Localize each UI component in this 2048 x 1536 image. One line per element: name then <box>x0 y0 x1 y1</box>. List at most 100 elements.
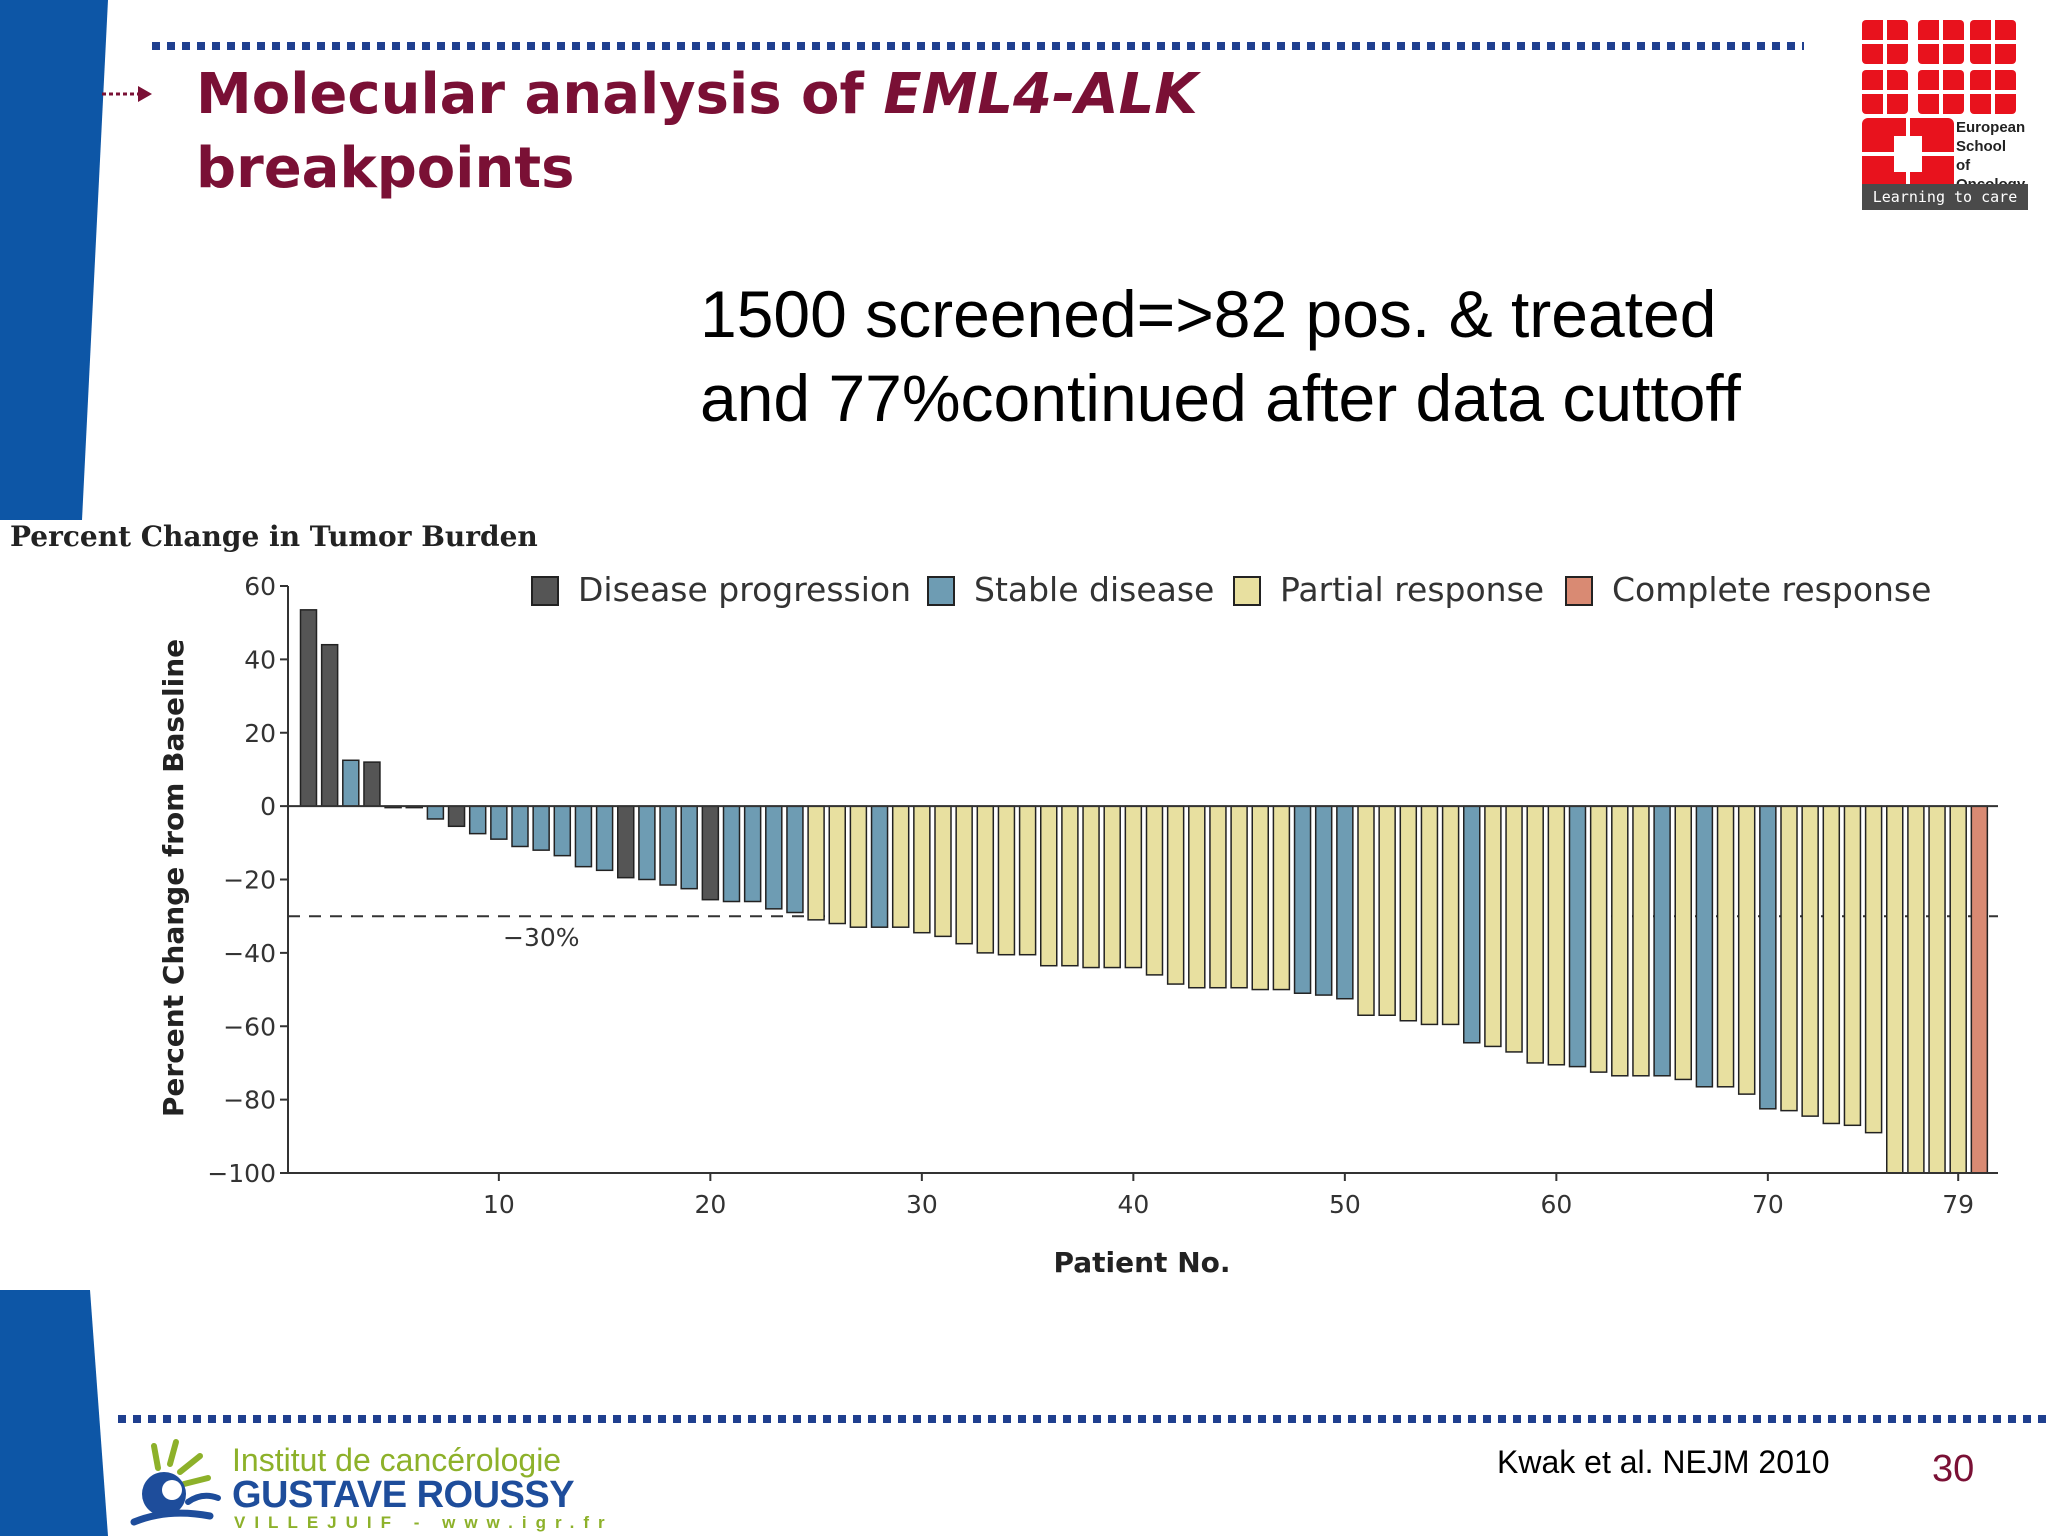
bar <box>299 609 318 807</box>
bar <box>997 805 1016 956</box>
x-tick-label: 70 <box>1752 1190 1784 1219</box>
headline-line1: 1500 screened=>82 pos. & treated <box>700 277 1717 351</box>
bar <box>426 805 445 820</box>
bar <box>891 805 910 928</box>
bar <box>1759 805 1777 1110</box>
legend-label: Disease progression <box>578 570 911 609</box>
bar <box>1801 805 1819 1117</box>
bar <box>934 805 952 938</box>
bar <box>595 805 614 872</box>
bar <box>1040 805 1058 967</box>
bar <box>1526 805 1544 1064</box>
bar <box>1061 805 1079 967</box>
bar <box>574 805 593 868</box>
x-axis-title: Patient No. <box>1053 1246 1230 1279</box>
bar <box>1907 805 1925 1174</box>
bar <box>1145 805 1164 976</box>
y-tick-label: −100 <box>207 1159 276 1188</box>
bar <box>1484 805 1502 1048</box>
reference-line-group: −30% <box>288 915 1998 952</box>
dotted-arrow-icon <box>102 86 152 102</box>
axes-group: 60 40 20 0 −20 −40 −60 −80 −100 10 20 30 40 50 60 70 79 <box>207 572 1998 1219</box>
y-tick-label: −80 <box>223 1086 276 1115</box>
bar <box>1251 805 1269 991</box>
bar <box>532 805 550 851</box>
bar <box>447 805 466 828</box>
bar <box>870 805 889 928</box>
bar <box>1737 805 1756 1095</box>
x-tick-label: 10 <box>483 1190 515 1219</box>
citation: Kwak et al. NEJM 2010 <box>1497 1444 1830 1480</box>
bar <box>1463 805 1481 1044</box>
x-tick-label: 79 <box>1942 1190 1974 1219</box>
gr-logo-line1: Institut de cancérologie <box>232 1442 562 1478</box>
bar <box>722 805 741 903</box>
bar <box>1166 805 1185 985</box>
bar <box>913 805 931 934</box>
title-line2: breakpoints <box>196 136 575 201</box>
legend-swatch <box>927 576 955 606</box>
bar <box>1632 805 1650 1077</box>
waterfall-chart: Disease progression Stable disease Partial… <box>157 570 1998 1279</box>
bar <box>1843 805 1862 1127</box>
bar <box>765 805 783 910</box>
side-band-top <box>0 0 108 520</box>
gr-logo-line2: GUSTAVE ROUSSY <box>232 1474 575 1516</box>
bar <box>490 805 508 840</box>
legend-label: Stable disease <box>974 570 1214 609</box>
bar <box>1780 805 1798 1112</box>
bar <box>1018 805 1037 956</box>
bar <box>1314 805 1333 996</box>
bar <box>1547 805 1566 1066</box>
title-gene: EML4-ALK <box>883 62 1198 127</box>
bar <box>1357 805 1375 1016</box>
bar <box>1378 805 1396 1016</box>
bar <box>1928 805 1946 1174</box>
bar <box>1589 805 1608 1073</box>
bar <box>1230 805 1248 989</box>
headline: 1500 screened=>82 pos. & treated and 77%… <box>700 272 1741 440</box>
bar <box>1716 805 1735 1088</box>
side-band-bottom <box>0 1290 108 1536</box>
eso-text-2: School <box>1956 138 2006 155</box>
bar <box>1209 805 1227 989</box>
bar <box>955 805 973 945</box>
chart-legend: Disease progression Stable disease Partial… <box>531 570 1931 609</box>
bar <box>1949 805 1967 1174</box>
bar <box>1441 805 1460 1026</box>
slide-number: 30 <box>1932 1448 1975 1490</box>
bar <box>1653 805 1671 1077</box>
eso-tagline: Learning to care <box>1862 184 2028 210</box>
bar <box>659 805 677 886</box>
x-tick-label: 30 <box>906 1190 938 1219</box>
bar <box>1293 805 1312 994</box>
bar <box>1124 805 1143 969</box>
legend-swatch <box>1565 576 1593 606</box>
bar <box>680 805 698 890</box>
bar <box>1695 805 1714 1088</box>
legend-label: Partial response <box>1280 570 1544 609</box>
bar <box>786 805 804 914</box>
title-prefix: Molecular analysis of <box>196 62 884 127</box>
y-tick-label: 60 <box>244 572 276 601</box>
bar <box>1864 805 1883 1134</box>
legend-swatch <box>1233 576 1261 606</box>
bar <box>1103 805 1121 969</box>
bar <box>1822 805 1841 1125</box>
legend-item: Partial response <box>1233 570 1544 609</box>
x-tick-label: 50 <box>1329 1190 1361 1219</box>
bar <box>1420 805 1439 1026</box>
gustave-roussy-logo-mark <box>130 1439 221 1526</box>
bar <box>1886 805 1904 1174</box>
bar <box>320 643 339 807</box>
y-tick-label: −20 <box>223 866 276 895</box>
slide-title: Molecular analysis of EML4-ALK breakpoin… <box>196 58 1198 206</box>
x-tick-label: 60 <box>1540 1190 1572 1219</box>
eso-logo: European School of Oncology <box>1862 20 2026 193</box>
bar <box>468 805 487 835</box>
bar <box>976 805 995 954</box>
bar <box>828 805 846 925</box>
y-tick-label: 0 <box>260 792 276 821</box>
legend-label: Complete response <box>1612 570 1931 609</box>
y-tick-label: 20 <box>244 719 276 748</box>
